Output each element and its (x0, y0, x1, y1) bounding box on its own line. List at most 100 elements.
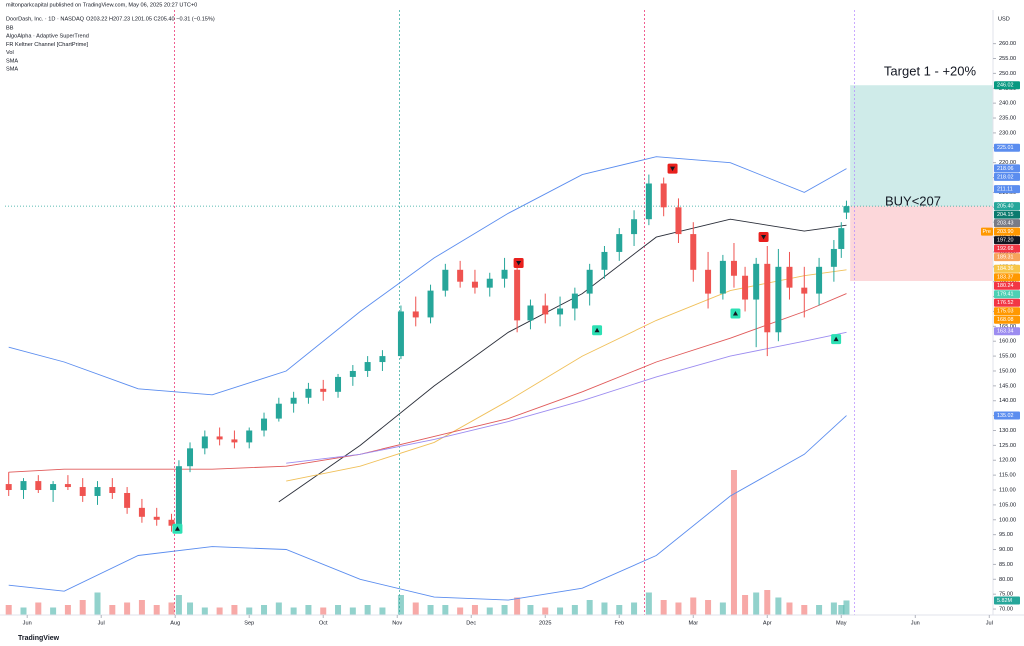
price-tag-label: 225.01 (997, 145, 1014, 151)
volume-bar (486, 607, 493, 615)
candle-body (571, 293, 578, 309)
y-tick-label: 100.00 (999, 517, 1016, 523)
indicator-line (8, 156, 847, 396)
volume-bar (457, 607, 464, 615)
indicator-line (8, 415, 847, 601)
volume-bar (124, 602, 131, 615)
price-tag-label: 183.37 (997, 275, 1014, 281)
volume-bar (50, 607, 57, 615)
volume-bar (660, 600, 667, 615)
y-tick-label: 75.00 (999, 592, 1013, 598)
price-tag (994, 253, 1020, 262)
ohlc: O203.22 H207.23 L201.05 C205.40 −0.31 (−… (86, 16, 215, 22)
candle-body (153, 516, 160, 520)
price-tag (994, 236, 1020, 245)
x-tick-label: Jul (98, 620, 105, 626)
candle-body (586, 269, 593, 294)
price-tag (994, 298, 1020, 307)
buy-signal (831, 334, 842, 345)
volume-bar (275, 602, 282, 615)
buy-signal-arrow (594, 327, 600, 333)
candle-body (412, 311, 419, 318)
y-tick-label: 145.00 (999, 383, 1016, 389)
currency: USD (998, 16, 1010, 22)
candle-body (542, 305, 549, 315)
y-tick-label: 80.00 (999, 577, 1013, 583)
indicator-line (278, 218, 847, 503)
price-tag-label: 168.08 (997, 317, 1014, 323)
volume-bar (187, 602, 194, 615)
volume-bar (471, 605, 478, 615)
volume-bar (571, 605, 578, 615)
annotation: Target 1 - +20% (884, 63, 977, 78)
volume-bar (335, 605, 342, 615)
volume-bar (20, 607, 27, 615)
candle-body (775, 266, 782, 333)
volume-bar (557, 607, 564, 615)
indicator-label: FR Keltner Channel [ChartPrime] (6, 42, 89, 48)
y-tick-label: 250.00 (999, 71, 1016, 77)
candle-body (764, 263, 771, 333)
candle-body (124, 492, 131, 508)
buy-signal-arrow (833, 336, 839, 342)
price-tag-label: 205.40 (997, 204, 1014, 210)
volume-bar (153, 605, 160, 615)
buy-signal (730, 308, 741, 319)
price-tag (994, 264, 1020, 273)
candle-body (379, 356, 386, 363)
candle-body (486, 278, 493, 288)
buy-signal-arrow (174, 526, 180, 531)
volume-bar (94, 592, 101, 615)
x-tick-label: Jun (911, 620, 920, 626)
candle-body (786, 266, 793, 288)
price-tag-label: 189.31 (997, 255, 1014, 261)
candle-body (290, 397, 297, 404)
x-tick-label: Aug (170, 620, 180, 626)
candle-body (168, 519, 175, 526)
volume-bar (305, 605, 312, 615)
candle-body (843, 206, 850, 213)
volume-bar (290, 607, 297, 615)
price-tag (994, 290, 1020, 299)
symbol: DoorDash, Inc. · 1D · NASDAQ (6, 16, 85, 22)
volume-bar (246, 607, 253, 615)
volume-bar (138, 600, 145, 615)
buy-signal (592, 325, 603, 336)
volume-bar (690, 597, 697, 615)
y-tick-label: 95.00 (999, 532, 1013, 538)
candle-body (816, 266, 823, 294)
volume-bar (542, 607, 549, 615)
price-tag-label: 246.02 (997, 83, 1014, 89)
logo: TradingView (18, 635, 60, 642)
candle-body (109, 487, 116, 493)
price-tag-label: 197.20 (997, 238, 1014, 244)
candle-body (690, 234, 697, 270)
sell-signal (513, 257, 524, 268)
candle-body (675, 207, 682, 235)
volume-bar (412, 602, 419, 615)
x-tick-label: Oct (319, 620, 328, 626)
candle-body (187, 448, 194, 467)
x-tick-label: 2025 (539, 620, 551, 626)
y-tick-label: 240.00 (999, 101, 1016, 107)
candle-body (5, 484, 12, 491)
plot-area (5, 10, 993, 615)
volume-bar (109, 605, 116, 615)
candle-body (730, 260, 737, 276)
price-tag-label: 218.02 (997, 174, 1014, 180)
volume-bar (442, 605, 449, 615)
indicator-label: SMA (6, 66, 18, 72)
candle-body (216, 436, 223, 440)
volume-bar (801, 605, 808, 615)
y-tick-label: 150.00 (999, 368, 1016, 374)
price-tag-label: 179.41 (997, 292, 1014, 298)
volume-bar (527, 605, 534, 615)
price-tag (994, 219, 1020, 228)
y-tick-label: 160.00 (999, 339, 1016, 345)
volume-bar (816, 605, 823, 615)
volume-bar (5, 605, 12, 615)
volume-bar (168, 602, 175, 615)
annotation: BUY<207 (885, 193, 941, 208)
candle-body (742, 275, 749, 300)
